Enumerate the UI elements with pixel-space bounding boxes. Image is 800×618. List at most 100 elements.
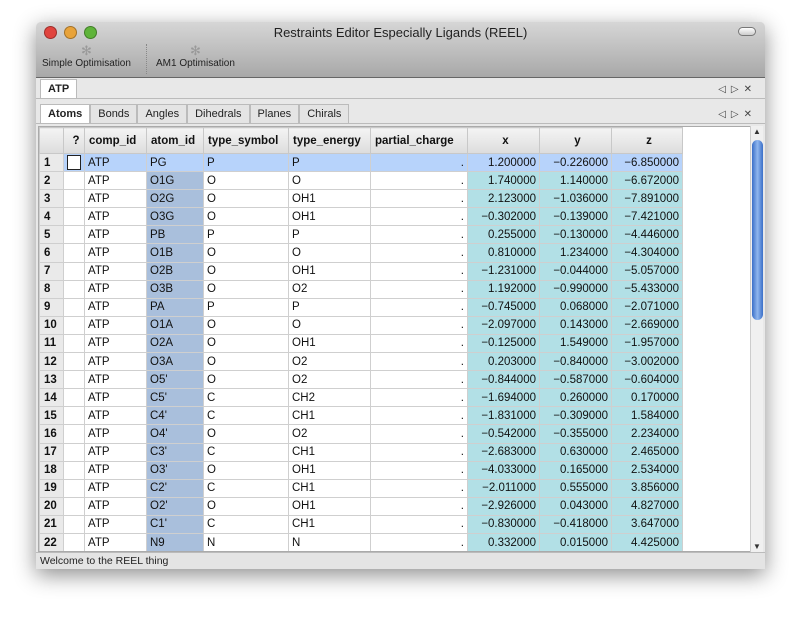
- tab-bonds[interactable]: Bonds: [90, 104, 138, 123]
- cell-x[interactable]: −0.830000: [467, 514, 540, 534]
- cell-x[interactable]: −1.231000: [467, 261, 540, 281]
- tab-angles[interactable]: Angles: [137, 104, 188, 123]
- table-row[interactable]: 18 ATP O3' O OH1. −4.033000 0.165000 2.534000: [39, 460, 683, 480]
- cell-flag[interactable]: [63, 460, 85, 480]
- cell-z[interactable]: 4.425000: [611, 532, 683, 551]
- cell-type-symbol[interactable]: O: [203, 424, 289, 444]
- cell-partial-charge[interactable]: .: [370, 171, 468, 191]
- tab-atoms[interactable]: Atoms: [40, 104, 91, 123]
- scrollbar-thumb[interactable]: [752, 140, 763, 320]
- column-header-row-number[interactable]: [39, 127, 64, 154]
- cell-atom-id[interactable]: O2A: [146, 333, 204, 354]
- tab-planes[interactable]: Planes: [249, 104, 300, 123]
- cell-type-energy[interactable]: OH1: [288, 207, 371, 227]
- cell-comp-id[interactable]: ATP: [84, 514, 147, 534]
- cell-atom-id[interactable]: O3G: [146, 207, 204, 227]
- cell-y[interactable]: −1.036000: [539, 189, 612, 209]
- cell-type-symbol[interactable]: C: [203, 442, 289, 462]
- close-window-button[interactable]: [44, 26, 57, 39]
- cell-x[interactable]: −0.125000: [467, 333, 540, 354]
- cell-atom-id[interactable]: C1': [146, 514, 204, 534]
- cell-partial-charge[interactable]: .: [370, 370, 468, 390]
- cell-z[interactable]: −5.433000: [611, 279, 683, 299]
- table-row[interactable]: 1 ATP PG P P. 1.200000 −0.226000 −6.850000: [39, 152, 683, 173]
- cell-z[interactable]: −5.057000: [611, 261, 683, 281]
- cell-type-symbol[interactable]: O: [203, 460, 289, 480]
- cell-type-energy[interactable]: P: [288, 225, 371, 245]
- cell-x[interactable]: 0.255000: [467, 225, 540, 245]
- column-header-x[interactable]: x: [467, 127, 540, 154]
- cell-type-energy[interactable]: CH1: [288, 406, 371, 426]
- cell-type-energy[interactable]: O2: [288, 424, 371, 444]
- table-row[interactable]: 6 ATP O1B O O. 0.810000 1.234000 −4.304000: [39, 243, 683, 263]
- cell-y[interactable]: −0.840000: [539, 352, 612, 372]
- cell-z[interactable]: −4.446000: [611, 225, 683, 245]
- cell-z[interactable]: 3.647000: [611, 514, 683, 534]
- cell-type-energy[interactable]: O: [288, 171, 371, 191]
- cell-x[interactable]: −2.097000: [467, 315, 540, 335]
- cell-flag[interactable]: [63, 261, 85, 281]
- cell-atom-id[interactable]: O3': [146, 460, 204, 480]
- cell-comp-id[interactable]: ATP: [84, 460, 147, 480]
- cell-type-energy[interactable]: OH1: [288, 333, 371, 354]
- cell-atom-id[interactable]: C2': [146, 478, 204, 498]
- cell-partial-charge[interactable]: .: [370, 279, 468, 299]
- table-row[interactable]: 19 ATP C2' C CH1. −2.011000 0.555000 3.856000: [39, 478, 683, 498]
- cell-comp-id[interactable]: ATP: [84, 424, 147, 444]
- cell-partial-charge[interactable]: .: [370, 189, 468, 209]
- cell-type-energy[interactable]: OH1: [288, 261, 371, 281]
- cell-atom-id[interactable]: O3B: [146, 279, 204, 299]
- table-row[interactable]: 5 ATP PB P P. 0.255000 −0.130000 −4.446000: [39, 225, 683, 245]
- cell-partial-charge[interactable]: .: [370, 297, 468, 317]
- column-header-type-symbol[interactable]: type_symbol: [203, 127, 289, 154]
- cell-y[interactable]: 0.630000: [539, 442, 612, 462]
- cell-x[interactable]: −0.844000: [467, 370, 540, 390]
- table-row[interactable]: 17 ATP C3' C CH1. −2.683000 0.630000 2.465000: [39, 442, 683, 462]
- cell-z[interactable]: 0.170000: [611, 388, 683, 408]
- cell-type-symbol[interactable]: O: [203, 279, 289, 299]
- restraint-tab-controls[interactable]: ◁▷✕: [718, 109, 757, 120]
- cell-atom-id[interactable]: PG: [146, 152, 204, 173]
- cell-atom-id[interactable]: C3': [146, 442, 204, 462]
- cell-comp-id[interactable]: ATP: [84, 207, 147, 227]
- cell-type-symbol[interactable]: C: [203, 514, 289, 534]
- cell-x[interactable]: 2.123000: [467, 189, 540, 209]
- cell-partial-charge[interactable]: .: [370, 225, 468, 245]
- cell-z[interactable]: 3.856000: [611, 478, 683, 498]
- cell-flag[interactable]: [63, 370, 85, 390]
- cell-x[interactable]: −2.926000: [467, 496, 540, 516]
- cell-type-energy[interactable]: CH1: [288, 442, 371, 462]
- cell-flag[interactable]: [63, 352, 85, 372]
- cell-partial-charge[interactable]: .: [370, 478, 468, 498]
- cell-z[interactable]: −6.850000: [611, 152, 683, 173]
- cell-z[interactable]: 2.534000: [611, 460, 683, 480]
- cell-atom-id[interactable]: N9: [146, 532, 204, 551]
- cell-type-energy[interactable]: P: [288, 152, 371, 173]
- cell-partial-charge[interactable]: .: [370, 315, 468, 335]
- cell-partial-charge[interactable]: .: [370, 406, 468, 426]
- cell-x[interactable]: 1.200000: [467, 152, 540, 173]
- cell-x[interactable]: −2.011000: [467, 478, 540, 498]
- cell-x[interactable]: −2.683000: [467, 442, 540, 462]
- table-row[interactable]: 14 ATP C5' C CH2. −1.694000 0.260000 0.170000: [39, 388, 683, 408]
- column-header-z[interactable]: z: [611, 127, 683, 154]
- table-row[interactable]: 13 ATP O5' O O2. −0.844000 −0.587000 −0.604000: [39, 370, 683, 390]
- table-row[interactable]: 11 ATP O2A O OH1. −0.125000 1.549000 −1.957000: [39, 333, 683, 354]
- cell-atom-id[interactable]: O2B: [146, 261, 204, 281]
- table-row[interactable]: 20 ATP O2' O OH1. −2.926000 0.043000 4.827000: [39, 496, 683, 516]
- column-header-atom-id[interactable]: atom_id: [146, 127, 204, 154]
- cell-flag[interactable]: [63, 532, 85, 551]
- cell-partial-charge[interactable]: .: [370, 352, 468, 372]
- checkbox[interactable]: [67, 155, 81, 171]
- cell-atom-id[interactable]: C5': [146, 388, 204, 408]
- cell-atom-id[interactable]: O1G: [146, 171, 204, 191]
- cell-partial-charge[interactable]: .: [370, 243, 468, 263]
- cell-x[interactable]: −1.694000: [467, 388, 540, 408]
- cell-y[interactable]: −0.418000: [539, 514, 612, 534]
- molecule-tab-controls[interactable]: ◁▷✕: [718, 84, 757, 95]
- cell-y[interactable]: 0.165000: [539, 460, 612, 480]
- cell-z[interactable]: −0.604000: [611, 370, 683, 390]
- table-row[interactable]: 8 ATP O3B O O2. 1.192000 −0.990000 −5.433000: [39, 279, 683, 299]
- cell-flag[interactable]: [63, 315, 85, 335]
- toolbar-toggle-button[interactable]: [738, 27, 756, 36]
